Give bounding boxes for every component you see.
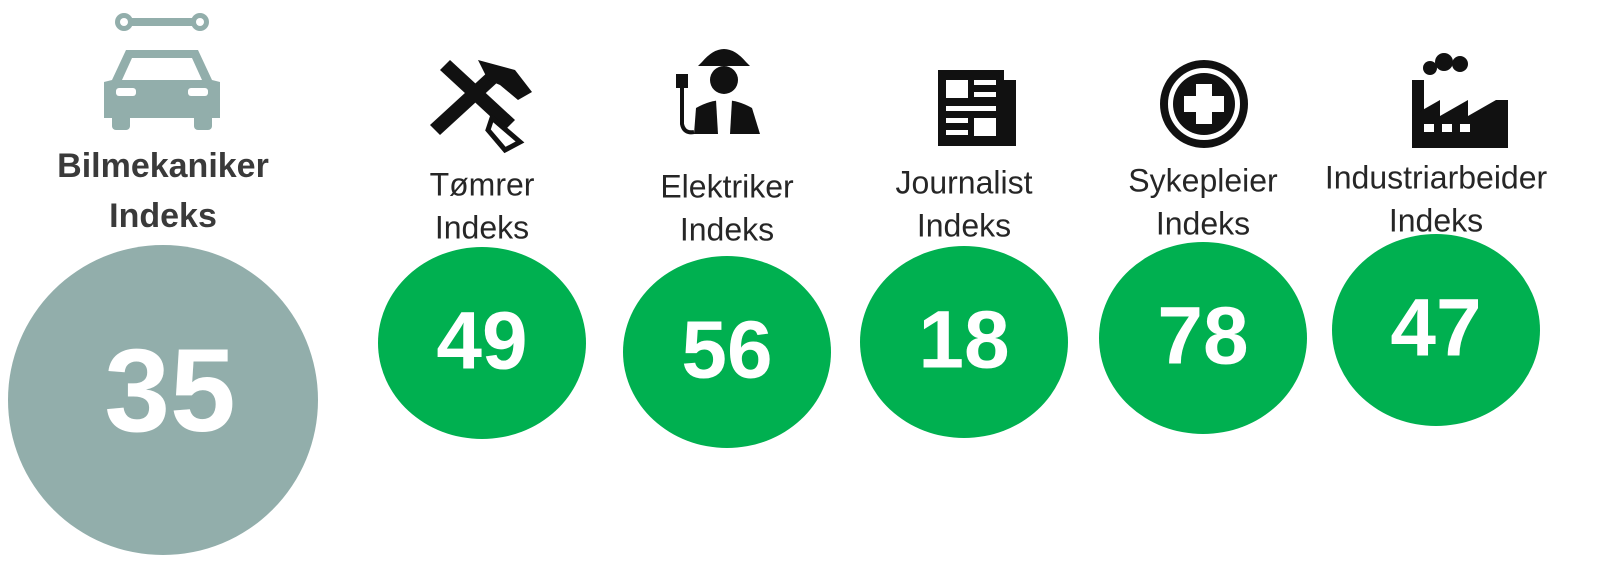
item-label: Indeks [917, 207, 1011, 243]
item-value: 47 [1390, 283, 1481, 374]
item-label: Tømrer [430, 166, 535, 202]
item-label: Journalist [896, 164, 1033, 200]
item-label: Indeks [1156, 205, 1250, 241]
item-label: Indeks [1389, 202, 1483, 238]
item-circle [378, 247, 586, 439]
item-label: Industriarbeider [1325, 159, 1548, 195]
medical-icon [1160, 60, 1248, 148]
item-value: 56 [681, 305, 772, 396]
featured-label: Indeks [109, 197, 217, 235]
item-value: 78 [1157, 291, 1248, 382]
featured-circle [8, 245, 318, 555]
factory-icon [1412, 53, 1508, 148]
electrician-icon [676, 49, 760, 135]
item-label: Elektriker [660, 168, 794, 204]
item-value: 18 [918, 295, 1009, 386]
item-value: 49 [436, 296, 527, 387]
item-circle [1099, 242, 1307, 434]
car-icon [104, 13, 220, 130]
item-label: Indeks [680, 211, 774, 247]
item-circle [860, 246, 1068, 438]
item-circle [1332, 234, 1540, 426]
item-label: Sykepleier [1128, 162, 1278, 198]
newspaper-icon [938, 70, 1016, 146]
item-circle [623, 256, 831, 448]
featured-value: 35 [104, 325, 235, 457]
tools-icon [430, 60, 532, 154]
featured-label: Bilmekaniker [57, 147, 269, 185]
item-label: Indeks [435, 209, 529, 245]
